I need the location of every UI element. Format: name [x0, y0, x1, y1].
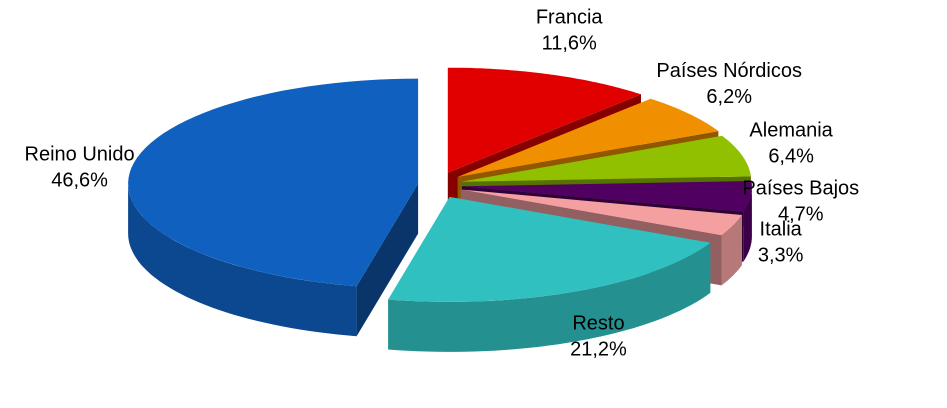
slice-top	[388, 196, 711, 302]
slice-label: Países Nórdicos	[656, 60, 802, 82]
slice-label: Reino Unido	[25, 143, 135, 165]
slice-label: Italia	[760, 219, 803, 241]
slice-wall	[128, 183, 357, 337]
slice-top	[461, 135, 751, 182]
value-label: 21,2%	[570, 338, 627, 360]
slice-wall	[743, 186, 752, 262]
slice-label: Alemania	[749, 120, 833, 142]
value-label: 6,2%	[706, 86, 752, 108]
slice-top	[128, 78, 419, 287]
slice-wall	[388, 242, 711, 352]
slice-wall	[721, 215, 742, 286]
slice-top	[460, 189, 742, 236]
slice-top	[457, 98, 719, 177]
slice-top	[461, 181, 752, 212]
slice-label: Países Bajos	[742, 178, 859, 200]
value-label: 3,3%	[758, 245, 804, 267]
value-label: 11,6%	[542, 32, 597, 54]
slice-top	[447, 67, 641, 173]
slice	[388, 196, 711, 352]
slice	[128, 78, 419, 337]
value-label: 6,4%	[768, 146, 814, 168]
slice-label: Resto	[572, 312, 624, 334]
value-label: 4,7%	[778, 204, 824, 226]
slice-label: Francia	[536, 6, 604, 28]
slice-side	[356, 183, 419, 337]
value-label: 46,6%	[51, 169, 108, 191]
